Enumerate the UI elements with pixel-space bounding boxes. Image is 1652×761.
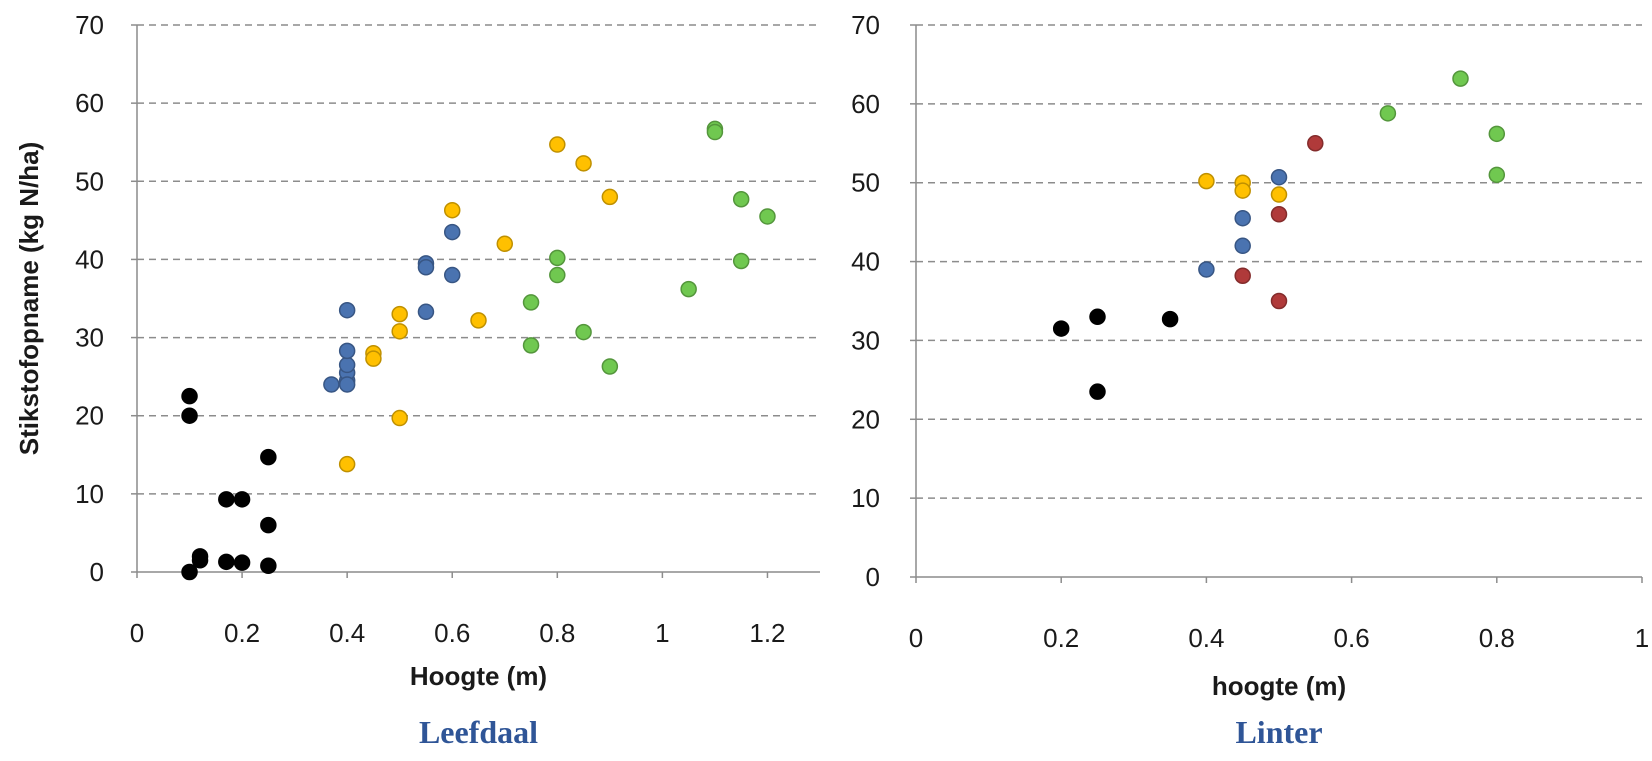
data-point — [391, 323, 408, 340]
y-tick-label: 50 — [851, 168, 880, 198]
data-point — [260, 448, 277, 466]
data-point — [1270, 292, 1288, 310]
y-tick-label: 50 — [75, 166, 104, 196]
x-tick-label: 0.4 — [329, 618, 365, 648]
data-point — [233, 491, 251, 508]
data-point — [680, 280, 697, 298]
data-point — [1161, 310, 1179, 328]
x-tick-label: 1.2 — [749, 618, 785, 648]
data-point — [191, 548, 209, 565]
data-point — [338, 301, 356, 319]
x-tick-label: 0.8 — [539, 618, 575, 648]
x-tick-label: 0 — [130, 618, 144, 648]
data-point — [575, 323, 592, 341]
data-point — [549, 266, 566, 284]
x-tick-label: 1 — [655, 618, 669, 648]
x-tick-label: 0.6 — [434, 618, 470, 648]
data-point — [391, 409, 408, 427]
y-tick-label: 20 — [851, 404, 880, 434]
x-tick-label: 0 — [909, 623, 923, 653]
y-tick-label: 70 — [851, 10, 880, 40]
data-point — [181, 387, 198, 405]
data-point — [496, 235, 514, 253]
chart-caption: Leefdaal — [419, 714, 538, 750]
y-tick-label: 0 — [90, 557, 104, 587]
x-tick-label: 0.6 — [1334, 623, 1370, 653]
data-point — [1198, 261, 1215, 278]
y-tick-label: 10 — [75, 479, 104, 509]
data-point — [218, 491, 235, 508]
data-point — [575, 155, 592, 172]
data-point — [1234, 237, 1251, 255]
x-tick-label: 0.4 — [1188, 623, 1224, 653]
x-tick-label: 0.2 — [224, 618, 260, 648]
data-point — [260, 516, 277, 534]
data-point — [1452, 70, 1469, 87]
data-point — [181, 563, 198, 581]
data-point — [1488, 166, 1506, 184]
data-point — [260, 557, 277, 574]
data-point — [706, 123, 724, 141]
y-tick-label: 40 — [851, 247, 880, 277]
data-point — [181, 407, 198, 424]
data-point — [1089, 383, 1106, 400]
data-point — [1052, 320, 1070, 337]
data-point — [338, 376, 356, 393]
data-point — [443, 201, 461, 219]
y-tick-label: 10 — [851, 483, 880, 513]
y-tick-label: 30 — [851, 325, 880, 355]
data-point — [759, 208, 776, 225]
y-tick-label: 70 — [75, 10, 104, 40]
data-point — [601, 358, 619, 375]
data-point — [338, 455, 356, 473]
x-tick-label: 0.8 — [1479, 623, 1515, 653]
data-point — [218, 553, 235, 571]
data-point — [365, 350, 382, 367]
data-point — [1234, 267, 1251, 285]
data-point — [601, 188, 619, 206]
data-point — [391, 305, 408, 323]
y-tick-label: 60 — [851, 89, 880, 119]
data-point — [522, 294, 540, 311]
data-point — [1089, 308, 1106, 326]
x-axis-title: hoogte (m) — [1212, 671, 1346, 701]
data-point — [1270, 168, 1288, 186]
data-point — [443, 266, 461, 284]
x-axis-title: Hoogte (m) — [410, 661, 547, 691]
data-point — [1488, 125, 1506, 143]
y-tick-label: 20 — [75, 401, 104, 431]
data-point — [732, 252, 750, 270]
data-point — [323, 376, 340, 393]
y-tick-label: 60 — [75, 88, 104, 118]
y-tick-label: 40 — [75, 244, 104, 274]
data-point — [549, 136, 566, 153]
data-point — [338, 342, 356, 360]
data-point — [1307, 135, 1324, 152]
data-point — [338, 356, 356, 374]
x-tick-label: 0.2 — [1043, 623, 1079, 653]
chart-caption: Linter — [1235, 714, 1322, 750]
y-tick-label: 30 — [75, 323, 104, 353]
data-point — [470, 312, 487, 329]
y-axis-title: Stikstofopname (kg N/ha) — [14, 142, 44, 455]
data-point — [1270, 186, 1288, 203]
data-point — [732, 191, 750, 208]
data-point — [1379, 105, 1397, 122]
data-point — [1234, 209, 1251, 227]
data-point — [417, 258, 435, 276]
data-point — [1270, 206, 1288, 223]
data-point — [522, 337, 540, 354]
data-point — [443, 223, 461, 241]
data-point — [417, 303, 435, 321]
data-point — [233, 554, 251, 571]
data-point — [549, 249, 566, 267]
x-tick-label: 1 — [1635, 623, 1649, 653]
y-tick-label: 0 — [866, 562, 880, 592]
data-point — [1234, 182, 1251, 199]
data-point — [1198, 172, 1215, 190]
